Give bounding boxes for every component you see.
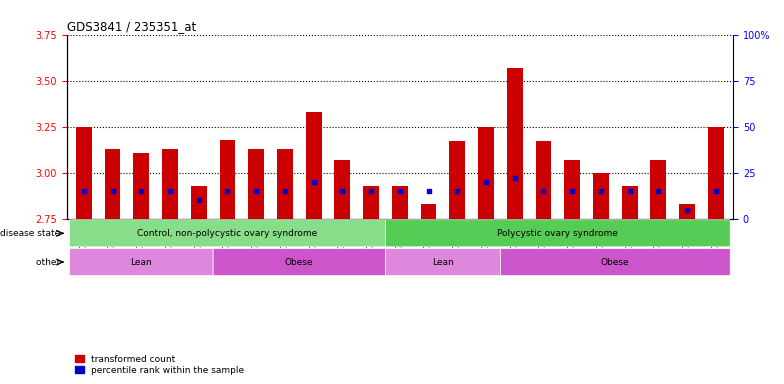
FancyBboxPatch shape	[70, 220, 386, 247]
Text: other: other	[35, 258, 63, 266]
Bar	[564, 160, 580, 219]
Bar	[679, 204, 695, 219]
Text: Control, non-polycystic ovary syndrome: Control, non-polycystic ovary syndrome	[137, 229, 318, 238]
Bar	[363, 186, 379, 219]
Text: GDS3841 / 235351_at: GDS3841 / 235351_at	[67, 20, 196, 33]
Text: Lean: Lean	[130, 258, 152, 266]
Bar	[306, 112, 321, 219]
Bar	[506, 68, 523, 219]
Bar	[593, 173, 609, 219]
Text: Polycystic ovary syndrome: Polycystic ovary syndrome	[497, 229, 619, 238]
Text: Obese: Obese	[285, 258, 314, 266]
Text: disease state: disease state	[0, 229, 63, 238]
Bar	[421, 204, 437, 219]
Bar	[478, 127, 494, 219]
Bar	[191, 186, 207, 219]
Bar	[133, 152, 149, 219]
FancyBboxPatch shape	[213, 248, 386, 276]
Bar	[651, 160, 666, 219]
Text: Lean: Lean	[432, 258, 454, 266]
Bar	[220, 140, 235, 219]
FancyBboxPatch shape	[386, 248, 500, 276]
Bar	[277, 149, 293, 219]
Bar	[535, 141, 551, 219]
Text: Obese: Obese	[601, 258, 630, 266]
Bar	[335, 160, 350, 219]
Bar	[76, 127, 92, 219]
Bar	[622, 186, 637, 219]
FancyBboxPatch shape	[500, 248, 730, 276]
Bar	[249, 149, 264, 219]
Bar	[105, 149, 121, 219]
Bar	[708, 127, 724, 219]
Bar	[449, 141, 465, 219]
Legend: transformed count, percentile rank within the sample: transformed count, percentile rank withi…	[71, 351, 248, 378]
FancyBboxPatch shape	[386, 220, 730, 247]
Bar	[162, 149, 178, 219]
FancyBboxPatch shape	[70, 248, 213, 276]
Bar	[392, 186, 408, 219]
